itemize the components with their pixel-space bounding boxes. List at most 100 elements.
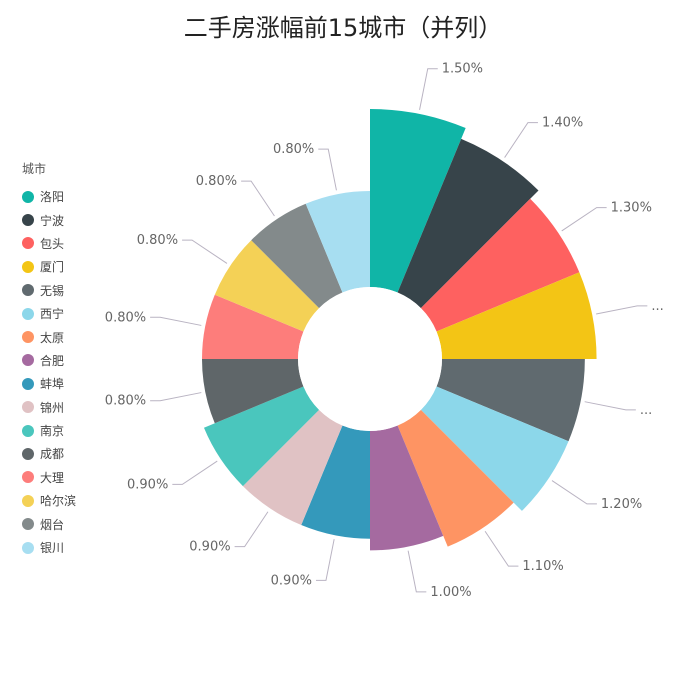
legend-label: 蚌埠 <box>40 377 65 392</box>
legend-marker <box>22 214 34 227</box>
legend-item[interactable]: 蚌埠 <box>22 372 76 395</box>
leader-line <box>596 305 648 315</box>
legend-marker <box>22 190 34 203</box>
data-label: 0.80% <box>105 310 146 325</box>
chart-title: 二手房涨幅前15城市（并列） <box>183 14 503 42</box>
data-label: ... <box>651 299 663 314</box>
data-label: 0.80% <box>196 174 237 189</box>
pie-slice[interactable] <box>203 386 320 487</box>
pie-slice[interactable] <box>370 425 444 551</box>
legend-label: 洛阳 <box>40 190 65 205</box>
legend-item[interactable]: 包头 <box>22 232 76 255</box>
leader-line <box>150 316 202 326</box>
leader-line <box>318 148 337 191</box>
data-label: 0.80% <box>137 233 178 248</box>
legend-marker <box>22 541 34 554</box>
legend-item[interactable]: 洛阳 <box>22 185 76 208</box>
data-label: 1.30% <box>611 201 652 216</box>
leader-line <box>551 480 597 505</box>
legend-marker <box>22 284 34 297</box>
pie-slice[interactable] <box>436 272 597 359</box>
pie-slice[interactable] <box>370 109 466 293</box>
legend-item[interactable]: 无锡 <box>22 279 76 302</box>
data-label: 1.10% <box>522 559 563 574</box>
legend-item[interactable]: 锦州 <box>22 396 76 419</box>
data-label: 1.50% <box>442 62 483 77</box>
leader-line <box>315 539 335 581</box>
leader-line <box>241 180 275 217</box>
data-label: 0.90% <box>271 573 312 588</box>
data-label: 0.80% <box>273 142 314 157</box>
legend-marker <box>22 447 34 460</box>
legend-item[interactable]: 厦门 <box>22 255 76 278</box>
legend-label: 银川 <box>40 541 65 556</box>
pie-slice[interactable] <box>420 198 580 332</box>
pie-slice[interactable] <box>305 191 370 293</box>
data-label: 0.90% <box>189 540 230 555</box>
legend-item[interactable]: 银川 <box>22 536 76 559</box>
leader-line <box>150 392 202 402</box>
legend-item[interactable]: 烟台 <box>22 512 76 535</box>
legend-label: 宁波 <box>40 213 65 228</box>
pie-slice[interactable] <box>251 203 343 309</box>
legend-items: 洛阳宁波包头厦门无锡西宁太原合肥蚌埠锦州南京成都大理哈尔滨烟台银川 <box>22 185 76 559</box>
legend-label: 大理 <box>40 470 65 485</box>
legend-label: 无锡 <box>40 283 65 298</box>
legend-marker <box>22 260 34 273</box>
legend-marker <box>22 401 34 414</box>
legend-marker <box>22 354 34 367</box>
legend-label: 合肥 <box>40 353 65 368</box>
slices-group <box>202 109 597 551</box>
pie-slice[interactable] <box>214 240 320 332</box>
legend-label: 南京 <box>40 424 65 439</box>
legend-marker <box>22 307 34 320</box>
legend-item[interactable]: 太原 <box>22 325 76 348</box>
legend-marker <box>22 518 34 531</box>
legend-label: 厦门 <box>40 260 65 275</box>
legend-label: 成都 <box>40 447 65 462</box>
pie-slice[interactable] <box>202 294 304 359</box>
data-labels-group: 1.50% 1.40% 1.30%...... 1.20% 1.10% 1.00% 0.90… <box>105 62 664 600</box>
legend-item[interactable]: 哈尔滨 <box>22 489 76 512</box>
leader-line <box>504 122 538 158</box>
pie-slice[interactable] <box>436 359 585 442</box>
pie-slice[interactable] <box>301 425 370 539</box>
legend-item[interactable]: 大理 <box>22 466 76 489</box>
legend-marker <box>22 494 34 507</box>
pie-slice[interactable] <box>397 409 514 547</box>
data-label: 1.40% <box>542 116 583 131</box>
legend-item[interactable]: 合肥 <box>22 349 76 372</box>
legend-title: 城市 <box>22 162 47 176</box>
legend-item[interactable]: 宁波 <box>22 208 76 231</box>
legend-item[interactable]: 成都 <box>22 442 76 465</box>
pie-slice[interactable] <box>420 386 569 511</box>
leader-line <box>172 460 218 485</box>
legend-label: 西宁 <box>40 307 65 322</box>
leader-line <box>419 68 438 110</box>
data-label: 0.80% <box>105 394 146 409</box>
pie-slice[interactable] <box>242 409 343 526</box>
pie-slice[interactable] <box>397 138 539 309</box>
legend-label: 烟台 <box>40 517 65 532</box>
leader-line <box>182 239 228 264</box>
pie-slice[interactable] <box>202 359 304 424</box>
legend-item[interactable]: 西宁 <box>22 302 76 325</box>
legend-item[interactable]: 南京 <box>22 419 76 442</box>
leader-line <box>584 401 636 411</box>
data-label: 1.00% <box>430 585 471 600</box>
legend-label: 锦州 <box>40 400 65 415</box>
legend-label: 哈尔滨 <box>40 494 77 509</box>
leader-lines-group <box>150 68 648 593</box>
legend-label: 包头 <box>40 236 65 251</box>
donut-hole <box>298 287 442 431</box>
leader-line <box>484 530 519 567</box>
legend-marker <box>22 424 34 437</box>
legend-marker <box>22 471 34 484</box>
legend-marker <box>22 237 34 250</box>
legend-label: 太原 <box>40 330 65 345</box>
data-label: ... <box>640 403 652 418</box>
data-label: 0.90% <box>127 477 168 492</box>
legend: 城市 洛阳宁波包头厦门无锡西宁太原合肥蚌埠锦州南京成都大理哈尔滨烟台银川 <box>22 160 76 559</box>
legend-marker <box>22 331 34 344</box>
